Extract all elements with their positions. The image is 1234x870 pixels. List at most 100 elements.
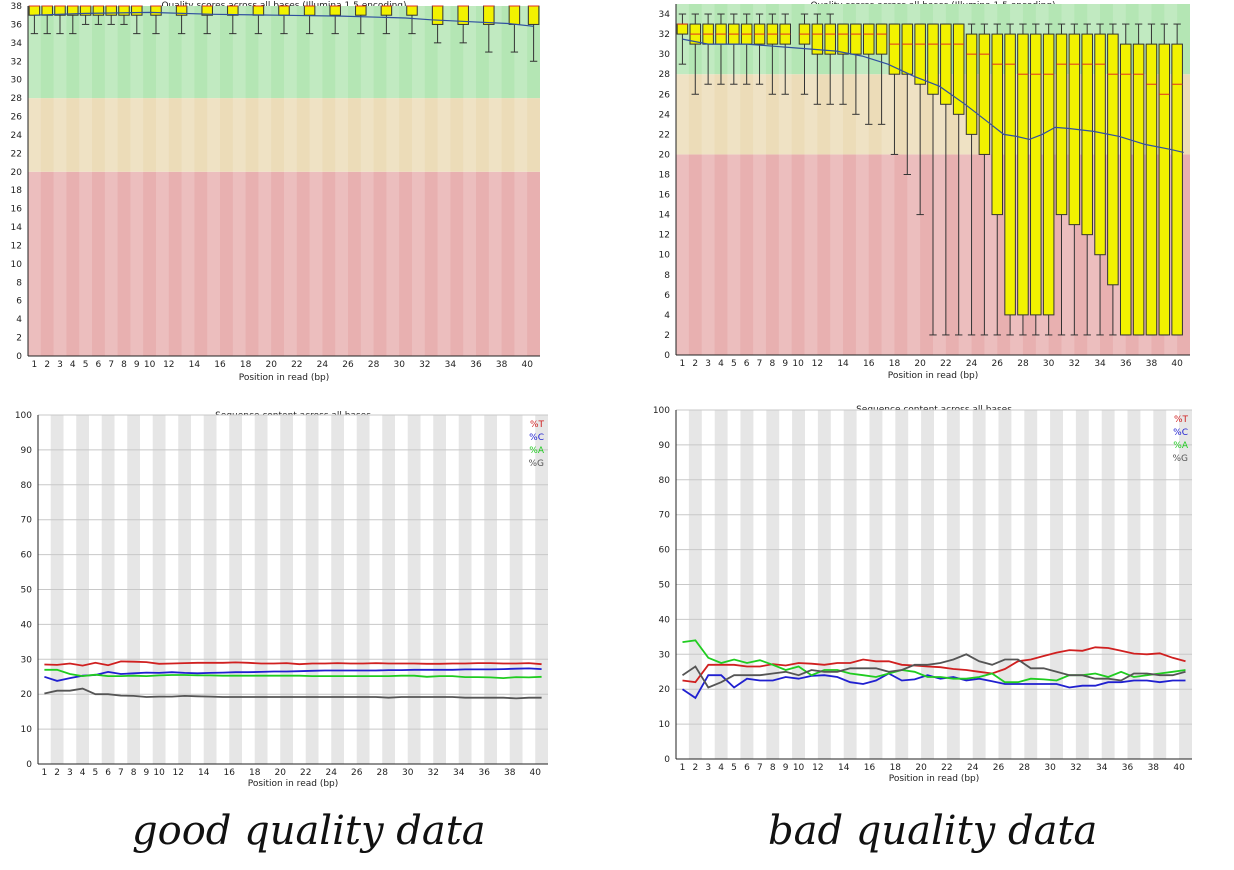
y-tick-label: 70 [21, 516, 33, 526]
x-tick-label: 22 [300, 768, 311, 778]
y-tick-label: 14 [11, 223, 23, 233]
x-tick-label: 12 [163, 360, 174, 370]
y-tick-label: 20 [11, 168, 23, 178]
y-tick-label: 6 [664, 291, 670, 301]
quality-box [227, 5, 239, 16]
x-tick-label: 36 [1122, 763, 1134, 773]
column-stripe [463, 6, 476, 356]
quality-box [508, 5, 521, 25]
chart-good-quality-scores: Quality scores across all bases (Illumin… [0, 0, 560, 392]
x-tick-label: 38 [496, 360, 508, 370]
quality-box [914, 23, 926, 85]
y-tick-label: 50 [21, 586, 33, 596]
y-tick-label: 34 [11, 39, 23, 49]
y-tick-label: 20 [21, 690, 33, 700]
y-tick-label: 20 [659, 685, 671, 695]
x-tick-label: 36 [479, 768, 491, 778]
legend-entry: %C [529, 433, 544, 443]
quality-box [676, 23, 689, 35]
y-tick-label: 80 [21, 481, 33, 491]
quality-box [1119, 43, 1132, 336]
series-line-pct-t [44, 660, 542, 667]
x-tick-label: 4 [80, 768, 86, 778]
sequence-content-plot-bad: Sequence content across all bases0102030… [653, 405, 1192, 784]
y-tick-label: 0 [26, 760, 32, 770]
x-tick-label: 30 [402, 768, 414, 778]
y-tick-label: 22 [11, 149, 22, 159]
x-tick-label: 36 [470, 360, 482, 370]
x-tick-label: 7 [757, 359, 763, 369]
y-tick-label: 40 [21, 620, 33, 630]
x-tick-label: 8 [770, 359, 776, 369]
x-tick-label: 20 [265, 360, 277, 370]
quality-box [131, 5, 143, 16]
y-tick-label: 12 [659, 231, 670, 241]
x-tick-label: 5 [731, 359, 737, 369]
x-tick-label: 40 [530, 768, 542, 778]
x-tick-label: 16 [864, 763, 876, 773]
quality-box [355, 5, 367, 16]
y-tick-label: 24 [659, 110, 671, 120]
y-tick-label: 6 [16, 297, 22, 307]
y-tick-label: 8 [16, 278, 22, 288]
column-stripe [437, 6, 451, 356]
legend-entry: %C [1173, 428, 1188, 438]
x-tick-label: 30 [1043, 359, 1055, 369]
x-tick-label: 8 [131, 768, 137, 778]
x-tick-label: 4 [70, 360, 76, 370]
mean-quality-line [682, 38, 1184, 153]
x-tick-label: 1 [42, 768, 48, 778]
y-tick-label: 2 [664, 331, 670, 341]
quality-box [1171, 43, 1183, 336]
x-tick-label: 6 [744, 359, 750, 369]
x-tick-label: 34 [1096, 763, 1108, 773]
quality-box [1132, 43, 1145, 336]
x-tick-label: 28 [368, 360, 380, 370]
y-tick-label: 16 [659, 191, 671, 201]
x-tick-label: 20 [915, 763, 927, 773]
y-tick-label: 26 [11, 113, 23, 123]
y-tick-label: 2 [16, 334, 22, 344]
y-tick-label: 40 [659, 615, 671, 625]
y-tick-label: 26 [659, 90, 671, 100]
quality-box [1081, 33, 1093, 236]
column-stripe [104, 6, 118, 356]
series-line-pct-c [44, 667, 542, 682]
quality-box [1042, 33, 1055, 316]
x-tick-label: 34 [445, 360, 457, 370]
legend-entry: %G [1172, 454, 1188, 464]
y-tick-label: 80 [659, 476, 671, 486]
x-axis-label: Position in read (bp) [888, 371, 979, 381]
quality-zone-0 [28, 171, 540, 356]
quality-box [978, 33, 991, 155]
x-tick-label: 20 [275, 768, 287, 778]
sequence-content-plot-good: Sequence content across all bases0102030… [15, 411, 548, 789]
x-tick-label: 6 [105, 768, 111, 778]
x-tick-label: 9 [783, 763, 789, 773]
y-tick-label: 30 [21, 655, 33, 665]
column-stripe [488, 6, 502, 356]
y-tick-label: 30 [11, 76, 23, 86]
x-tick-label: 10 [153, 768, 165, 778]
quality-box [1145, 43, 1158, 336]
x-tick-label: 3 [57, 360, 63, 370]
quality-box [1107, 33, 1119, 286]
y-tick-label: 4 [664, 311, 670, 321]
quality-box-plot-bad: Quality scores across all bases (Illumin… [659, 1, 1190, 381]
y-tick-label: 0 [664, 755, 670, 765]
x-tick-label: 3 [67, 768, 73, 778]
quality-box [1017, 33, 1029, 316]
y-tick-label: 8 [664, 271, 670, 281]
quality-box [1158, 43, 1171, 336]
x-tick-label: 5 [731, 763, 737, 773]
quality-box [105, 5, 117, 16]
y-tick-label: 30 [659, 50, 671, 60]
quality-box [811, 23, 824, 55]
column-stripe [156, 6, 169, 356]
column-stripe [79, 6, 92, 356]
y-tick-label: 0 [16, 352, 22, 362]
column-stripe [907, 4, 921, 355]
quality-box [850, 23, 862, 55]
y-tick-label: 28 [11, 94, 23, 104]
x-tick-label: 28 [377, 768, 389, 778]
